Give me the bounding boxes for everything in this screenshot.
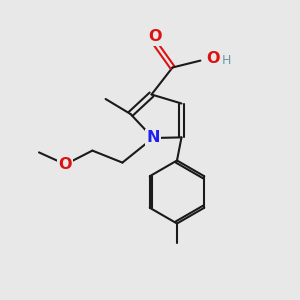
Text: N: N (146, 130, 160, 146)
Text: O: O (59, 157, 72, 172)
Text: O: O (148, 29, 162, 44)
Text: H: H (222, 54, 231, 67)
Text: O: O (206, 51, 219, 66)
